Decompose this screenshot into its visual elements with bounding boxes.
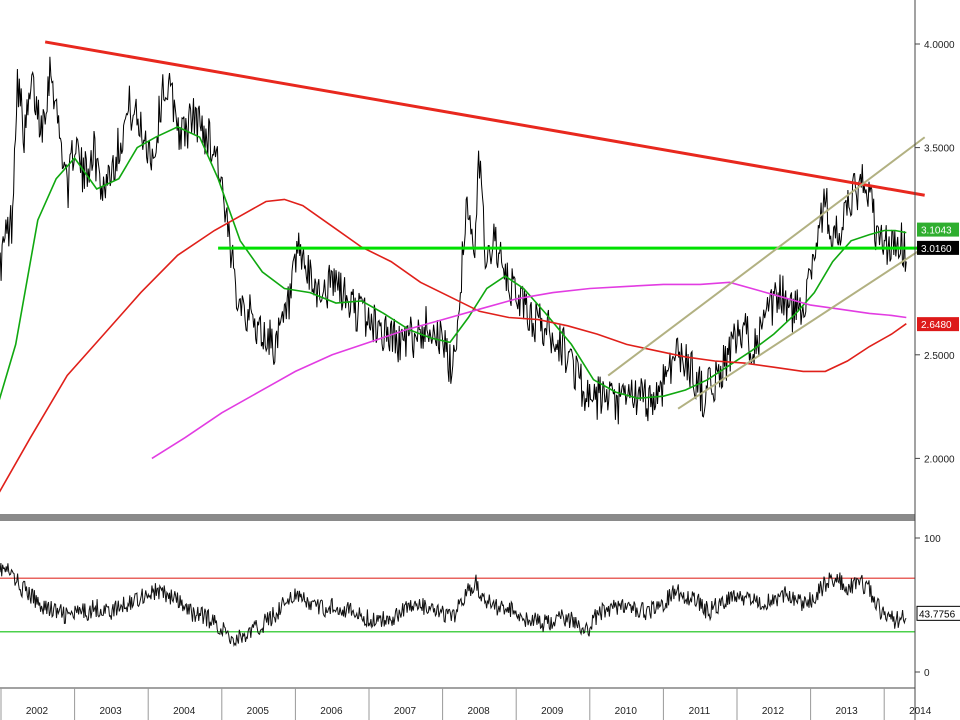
price-y-tick-label: 3.5000 (924, 144, 955, 155)
x-tick-label: 2004 (173, 706, 196, 717)
x-tick-label: 2007 (394, 706, 417, 717)
x-tick-label: 2009 (541, 706, 564, 717)
x-tick-label: 2006 (320, 706, 343, 717)
price-panel (0, 40, 926, 493)
x-tick-label: 2003 (99, 706, 122, 717)
price-y-tick-label: 2.0000 (924, 454, 955, 465)
price-series-line (0, 56, 907, 425)
oscillator-panel (0, 562, 915, 648)
moving-average-line (0, 126, 907, 401)
price-value-tag (917, 317, 959, 332)
x-tick-label: 2008 (467, 706, 490, 717)
channel-upper-line (607, 136, 926, 377)
price-value-tag-text: 2.6480 (921, 320, 952, 331)
x-tick-label: 2012 (762, 706, 785, 717)
oscillator-value-tag-text: 43.7756 (919, 609, 956, 620)
price-value-tag (917, 222, 959, 237)
price-y-tick-label: 2.5000 (924, 351, 955, 362)
osc-y-tick-label: 100 (924, 534, 941, 545)
oscillator-value-tag (916, 605, 960, 621)
osc-y-tick-label: 0 (924, 668, 930, 679)
x-tick-label: 2014 (909, 706, 932, 717)
x-tick-label: 2010 (615, 706, 638, 717)
channel-lower-line (677, 246, 926, 410)
price-y-tick-label: 4.0000 (924, 40, 955, 51)
moving-average-line (151, 281, 907, 460)
panel-divider (0, 514, 915, 521)
price-value-tag-text: 3.0160 (921, 244, 952, 255)
oscillator-line (0, 562, 907, 648)
x-tick-label: 2011 (689, 706, 711, 717)
downtrend-line (44, 40, 925, 197)
moving-average-line (0, 198, 907, 493)
price-value-tag (917, 240, 959, 255)
x-tick-label: 2013 (835, 706, 858, 717)
x-tick-label: 2005 (247, 706, 270, 717)
price-value-tag-text: 3.1043 (921, 226, 952, 237)
x-tick-label: 2002 (26, 706, 49, 717)
